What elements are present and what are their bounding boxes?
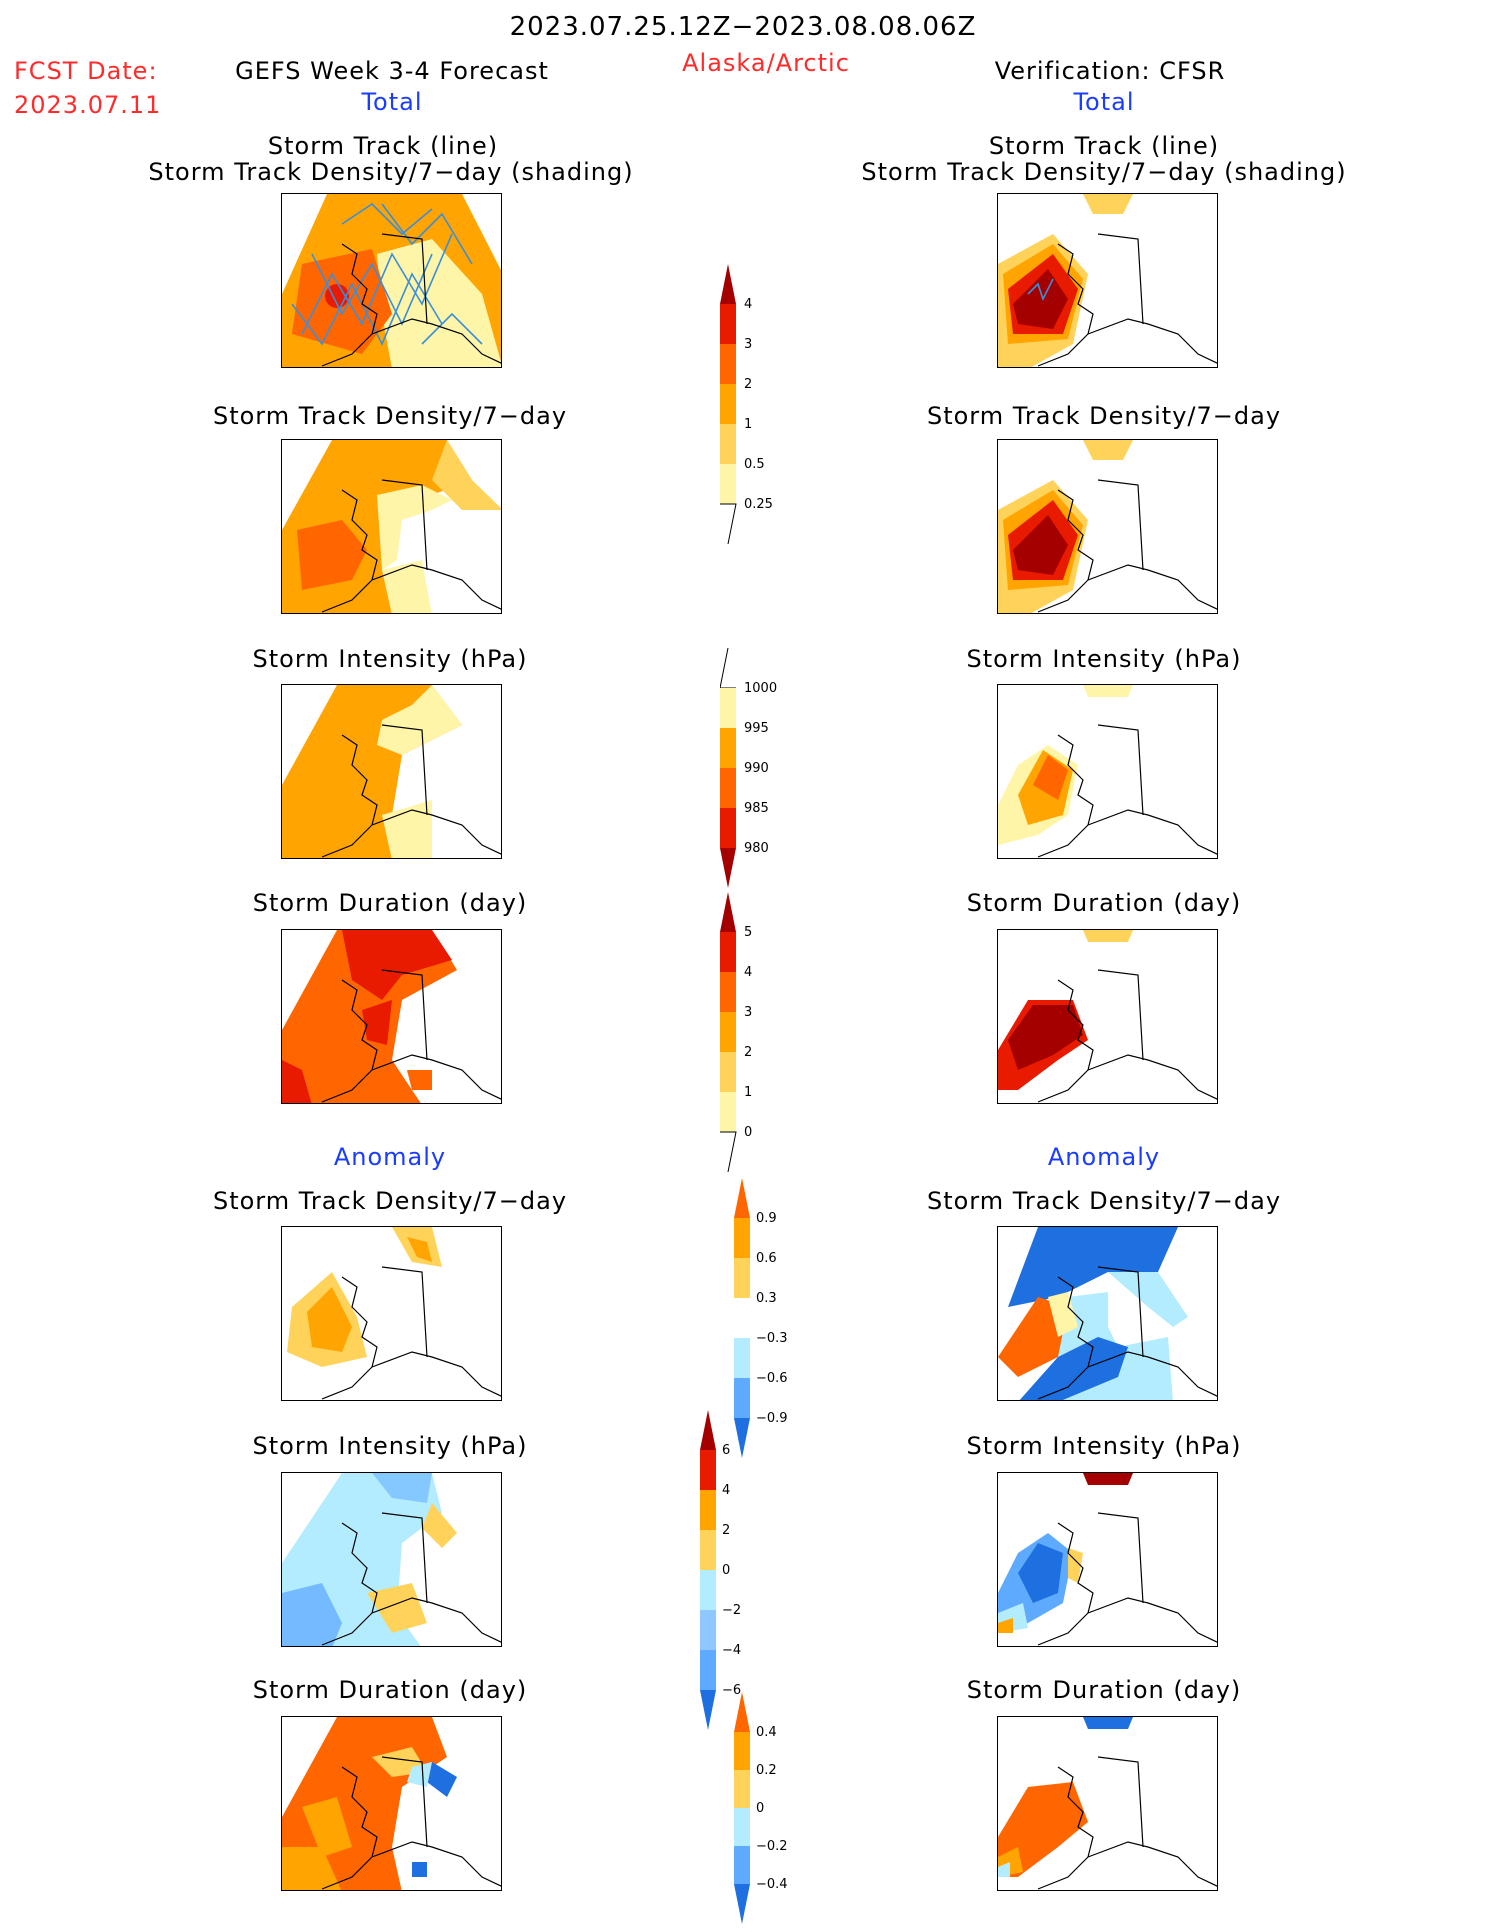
right-anom-density-title: Storm Track Density/7−day — [926, 1187, 1282, 1215]
cbar-label: 0.25 — [744, 497, 773, 512]
cbar-label: −0.9 — [756, 1411, 788, 1426]
map-left-anom-duration — [281, 1716, 502, 1891]
left-anom-density-title: Storm Track Density/7−day — [212, 1187, 568, 1215]
cbar-label: 2 — [744, 1045, 753, 1060]
cbar-label: −0.4 — [756, 1877, 788, 1892]
cbar-label: 2 — [744, 377, 753, 392]
map-left-duration — [281, 929, 502, 1104]
right-density-title: Storm Track Density/7−day — [926, 402, 1282, 430]
map-left-track — [281, 193, 502, 368]
cbar-label: −0.6 — [756, 1371, 788, 1386]
cbar-label: 995 — [744, 721, 769, 736]
cbar-label: 990 — [744, 761, 769, 776]
cbar-label: 0 — [722, 1563, 731, 1578]
right-anom-duration-title: Storm Duration (day) — [966, 1676, 1242, 1704]
map-right-track — [997, 193, 1218, 368]
colorbar-duration-total: 5 4 3 2 1 0 — [720, 892, 800, 1172]
cbar-label: −6 — [722, 1683, 742, 1698]
cbar-label: −4 — [722, 1643, 742, 1658]
cbar-label: 1 — [744, 417, 753, 432]
cbar-label: 3 — [744, 1005, 753, 1020]
cbar-label: 980 — [744, 841, 769, 856]
cbar-label: −0.2 — [756, 1839, 788, 1854]
region-title: Alaska/Arctic — [682, 49, 850, 77]
right-total-label: Total — [1073, 88, 1135, 116]
cbar-label: 0.5 — [744, 457, 765, 472]
cbar-label: 0.9 — [756, 1211, 777, 1226]
cbar-label: 3 — [744, 337, 753, 352]
left-track-line-title: Storm Track (line) — [267, 132, 499, 160]
left-duration-title: Storm Duration (day) — [252, 889, 528, 917]
cbar-label: 5 — [744, 925, 753, 940]
map-left-intensity — [281, 684, 502, 859]
map-right-anom-intensity — [997, 1472, 1218, 1647]
colorbar-density-total: 4 3 2 1 0.5 0.25 — [720, 264, 800, 544]
right-anomaly-label: Anomaly — [1047, 1143, 1161, 1171]
colorbar-duration-anomaly: 0.4 0.2 0 −0.2 −0.4 — [734, 1692, 814, 1932]
cbar-label: −2 — [722, 1603, 742, 1618]
left-total-label: Total — [361, 88, 423, 116]
map-right-density — [997, 439, 1218, 614]
cbar-label: 0.2 — [756, 1763, 777, 1778]
cbar-label: 985 — [744, 801, 769, 816]
cbar-label: 1000 — [744, 681, 778, 696]
right-anom-intensity-title: Storm Intensity (hPa) — [966, 1432, 1242, 1460]
left-anomaly-label: Anomaly — [333, 1143, 447, 1171]
cbar-label: 4 — [744, 965, 753, 980]
right-duration-title: Storm Duration (day) — [966, 889, 1242, 917]
map-right-anom-density — [997, 1226, 1218, 1401]
map-right-anom-duration — [997, 1716, 1218, 1891]
cbar-label: 0.6 — [756, 1251, 777, 1266]
right-track-line-title: Storm Track (line) — [988, 132, 1220, 160]
colorbar-intensity-anomaly: 6 4 2 0 −2 −4 −6 — [700, 1410, 780, 1730]
right-track-shading-title: Storm Track Density/7−day (shading) — [861, 158, 1347, 186]
cbar-label: 4 — [722, 1483, 731, 1498]
left-density-title: Storm Track Density/7−day — [212, 402, 568, 430]
cbar-label: 4 — [744, 297, 753, 312]
colorbar-intensity-total: 1000 995 990 985 980 — [720, 648, 800, 888]
right-column-title: Verification: CFSR — [994, 57, 1226, 85]
left-anom-intensity-title: Storm Intensity (hPa) — [252, 1432, 528, 1460]
cbar-label: 0 — [756, 1801, 765, 1816]
left-intensity-title: Storm Intensity (hPa) — [252, 645, 528, 673]
map-right-duration — [997, 929, 1218, 1104]
cbar-label: 0.3 — [756, 1291, 777, 1306]
cbar-label: −0.3 — [756, 1331, 788, 1346]
left-anom-duration-title: Storm Duration (day) — [252, 1676, 528, 1704]
cbar-label: 0 — [744, 1125, 753, 1140]
map-left-anom-density — [281, 1226, 502, 1401]
left-track-shading-title: Storm Track Density/7−day (shading) — [148, 158, 634, 186]
period-title: 2023.07.25.12Z−2023.08.08.06Z — [509, 12, 977, 42]
fcst-date-value: 2023.07.11 — [14, 91, 162, 119]
cbar-label: 6 — [722, 1443, 731, 1458]
left-column-title: GEFS Week 3-4 Forecast — [235, 57, 549, 85]
map-left-density — [281, 439, 502, 614]
cbar-label: 1 — [744, 1085, 753, 1100]
right-intensity-title: Storm Intensity (hPa) — [966, 645, 1242, 673]
cbar-label: 2 — [722, 1523, 731, 1538]
colorbar-density-anomaly: 0.9 0.6 0.3 −0.3 −0.6 −0.9 — [734, 1178, 814, 1458]
map-right-intensity — [997, 684, 1218, 859]
map-left-anom-intensity — [281, 1472, 502, 1647]
cbar-label: 0.4 — [756, 1725, 777, 1740]
fcst-date-label: FCST Date: — [14, 57, 158, 85]
